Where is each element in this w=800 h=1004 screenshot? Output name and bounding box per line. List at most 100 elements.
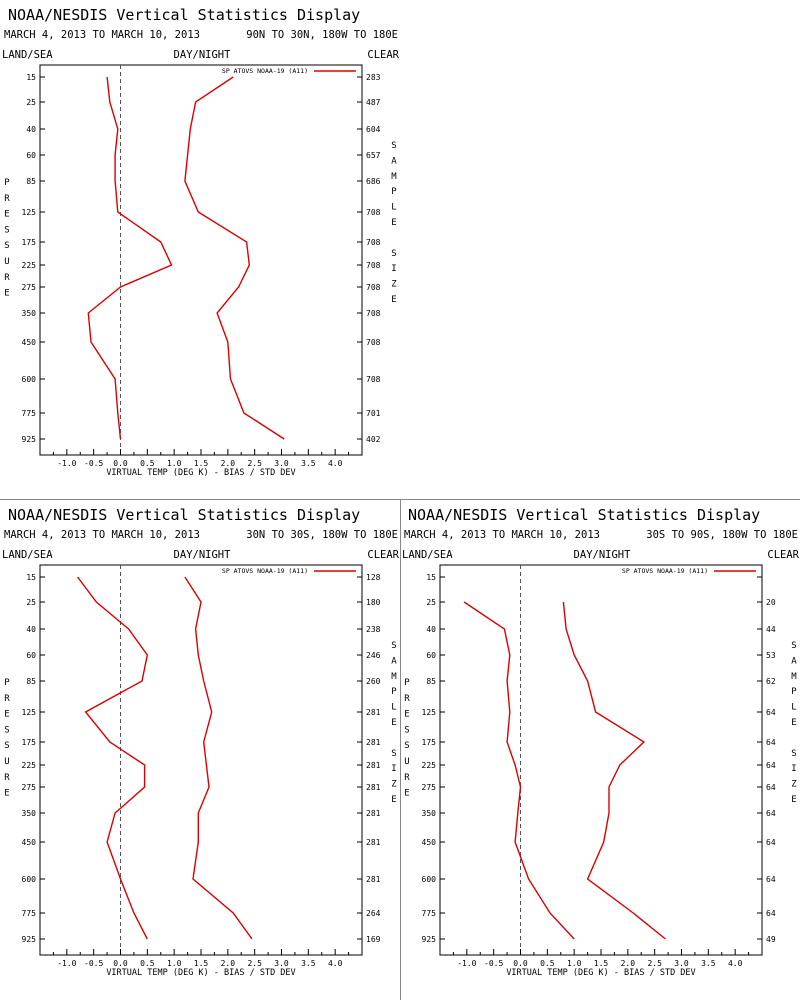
y-axis-label-letter: S: [4, 225, 9, 235]
time-of-day-label: DAY/NIGHT: [174, 49, 232, 61]
pressure-level-label: 85: [426, 677, 436, 686]
right-axis-label-letter: A: [391, 656, 397, 666]
pressure-level-label: 175: [22, 738, 37, 747]
right-axis-label-letter: E: [391, 295, 396, 305]
right-axis-label-letter: S: [391, 141, 396, 151]
x-tick-label: 3.5: [301, 459, 316, 468]
x-tick-label: 1.0: [167, 459, 182, 468]
sample-size-value: 281: [366, 761, 381, 770]
chart-title: NOAA/NESDIS Vertical Statistics Display: [8, 6, 360, 24]
pressure-level-label: 600: [422, 875, 437, 884]
right-axis-label-letter: Z: [391, 280, 397, 290]
sample-size-value: 701: [366, 409, 381, 418]
y-axis-label-letter: S: [404, 725, 409, 735]
x-tick-label: 2.0: [621, 959, 636, 968]
sample-size-value: 44: [766, 625, 776, 634]
y-axis-label-letter: U: [4, 257, 9, 267]
sample-size-value: 402: [366, 435, 381, 444]
x-tick-label: 0.0: [113, 959, 128, 968]
sample-size-value: 169: [366, 935, 381, 944]
right-axis-label-letter: A: [791, 656, 797, 666]
sample-size-value: 64: [766, 875, 776, 884]
y-axis-label-letter: E: [4, 210, 9, 220]
series-line-std-dev: [562, 601, 666, 940]
date-range: MARCH 4, 2013 TO MARCH 10, 2013: [4, 29, 200, 41]
plot-frame: [439, 564, 763, 956]
pressure-level-label: 85: [26, 677, 36, 686]
sample-size-value: 64: [766, 761, 776, 770]
x-tick-label: 2.5: [247, 459, 262, 468]
pressure-level-label: 600: [22, 375, 37, 384]
right-axis-label-letter: E: [391, 718, 396, 728]
pressure-level-label: 60: [26, 651, 36, 660]
right-axis-label-letter: S: [391, 749, 396, 759]
x-tick-label: -1.0: [57, 959, 76, 968]
right-axis-label-letter: E: [791, 718, 796, 728]
x-tick-label: 2.0: [221, 459, 236, 468]
sample-size-value: 238: [366, 625, 381, 634]
y-axis-label-letter: E: [4, 289, 9, 299]
pressure-level-label: 225: [22, 761, 37, 770]
right-axis-label-letter: E: [391, 795, 396, 805]
region-label: 30S TO 90S, 180W TO 180E: [646, 529, 798, 541]
x-tick-label: 2.5: [647, 959, 662, 968]
x-tick-label: 1.5: [194, 459, 209, 468]
legend-label: SP ATOVS NOAA-19 (A11): [222, 67, 308, 75]
chart-title: NOAA/NESDIS Vertical Statistics Display: [408, 506, 760, 524]
plot-frame: [39, 564, 363, 956]
surface-label: LAND/SEA: [402, 549, 453, 561]
sample-size-value: 281: [366, 875, 381, 884]
sample-size-value: 708: [366, 309, 381, 318]
right-axis-label-letter: S: [791, 749, 796, 759]
time-of-day-label: DAY/NIGHT: [574, 549, 632, 561]
sample-size-value: 686: [366, 177, 381, 186]
right-axis-label-letter: P: [391, 187, 397, 197]
sample-size-value: 64: [766, 783, 776, 792]
pressure-level-label: 175: [422, 738, 437, 747]
series-line-std-dev: [184, 576, 253, 940]
right-axis-label-letter: P: [791, 687, 797, 697]
y-axis-label-letter: S: [4, 741, 9, 751]
sample-size-value: 487: [366, 98, 381, 107]
right-axis-label-letter: S: [391, 249, 396, 259]
sample-size-value: 708: [366, 338, 381, 347]
x-tick-label: 2.5: [247, 959, 262, 968]
pressure-level-label: 40: [26, 625, 36, 634]
x-tick-label: -0.5: [484, 959, 503, 968]
y-axis-label-letter: P: [404, 678, 410, 688]
y-axis-label-letter: R: [4, 194, 10, 204]
y-axis-label-letter: E: [4, 789, 9, 799]
chart-south-svg: NOAA/NESDIS Vertical Statistics Display M…: [402, 506, 800, 978]
right-axis-label-letter: M: [791, 672, 797, 682]
right-axis-label-letter: I: [391, 764, 396, 774]
pressure-level-label: 125: [22, 208, 37, 217]
pressure-level-label: 15: [26, 573, 36, 582]
sample-size-value: 708: [366, 283, 381, 292]
pressure-level-label: 600: [22, 875, 37, 884]
sample-size-value: 64: [766, 809, 776, 818]
date-range: MARCH 4, 2013 TO MARCH 10, 2013: [4, 529, 200, 541]
pressure-level-label: 40: [26, 125, 36, 134]
pressure-level-label: 60: [426, 651, 436, 660]
right-axis-label-letter: I: [391, 264, 396, 274]
surface-label: LAND/SEA: [2, 549, 53, 561]
x-tick-label: -0.5: [84, 959, 103, 968]
pressure-level-label: 350: [22, 809, 37, 818]
y-axis-label-letter: S: [4, 241, 9, 251]
sample-size-value: 708: [366, 261, 381, 270]
chart-panel-north: NOAA/NESDIS Vertical Statistics Display M…: [0, 0, 400, 500]
sky-condition-label: CLEAR: [767, 549, 799, 561]
y-axis-label-letter: E: [404, 789, 409, 799]
sample-size-value: 260: [366, 677, 381, 686]
pressure-level-label: 125: [22, 708, 37, 717]
pressure-level-label: 125: [422, 708, 437, 717]
pressure-level-label: 275: [22, 783, 37, 792]
pressure-level-label: 350: [22, 309, 37, 318]
sample-size-value: 281: [366, 783, 381, 792]
x-tick-label: 4.0: [328, 959, 343, 968]
region-label: 90N TO 30N, 180W TO 180E: [246, 29, 398, 41]
time-of-day-label: DAY/NIGHT: [174, 549, 232, 561]
y-axis-label-letter: S: [404, 741, 409, 751]
pressure-level-label: 925: [22, 935, 37, 944]
x-tick-label: 4.0: [328, 459, 343, 468]
